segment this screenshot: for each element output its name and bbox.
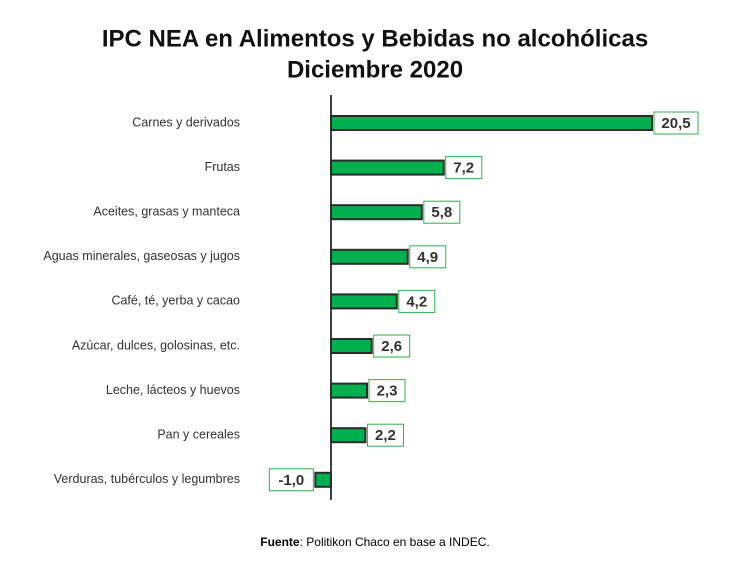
category-label: Carnes y derivados [132,115,240,129]
bar [330,427,367,444]
bar [330,115,653,131]
value-label-box [268,468,314,492]
chart-subtitle: Diciembre 2020 [287,56,463,83]
bar [314,471,332,488]
chart-title: IPC NEA en Alimentos y Bebidas no alcohó… [102,25,648,52]
value-label-box [423,200,461,224]
category-label: Leche, lácteos y huevos [106,383,240,397]
category-label: Aceites, grasas y manteca [93,204,240,218]
source-text: : Politikon Chaco en base a INDEC. [300,535,490,549]
value-label: 4,9 [417,249,438,266]
value-label: 5,8 [431,204,452,221]
value-label-box [445,156,483,180]
category-label: Aguas minerales, gaseosas y jugos [43,249,240,263]
source-note: Fuente: Politikon Chaco en base a INDEC. [260,535,489,549]
value-label: 4,2 [406,293,427,310]
value-label: 2,2 [375,427,396,444]
category-label: Frutas [205,160,240,174]
bar [330,204,423,221]
value-label-box [368,379,406,403]
bar [330,338,373,354]
value-label-box [653,111,699,135]
bar [330,382,369,399]
bar [330,159,445,176]
value-label-box [409,245,447,269]
value-label: 2,6 [381,338,402,355]
value-label-box [373,334,411,358]
source-label: Fuente [260,535,300,549]
bar [330,248,409,265]
category-label: Café, té, yerba y cacao [111,294,240,308]
value-label-box [398,289,436,313]
category-label: Verduras, tubérculos y legumbres [54,472,240,486]
value-label: 7,2 [453,160,474,177]
bar [330,293,398,310]
value-label: -1,0 [278,472,304,489]
category-label: Pan y cereales [157,427,240,441]
value-label-box [366,423,404,447]
category-label: Azúcar, dulces, golosinas, etc. [72,338,240,352]
value-label: 20,5 [661,115,690,132]
value-label: 2,3 [377,383,398,400]
